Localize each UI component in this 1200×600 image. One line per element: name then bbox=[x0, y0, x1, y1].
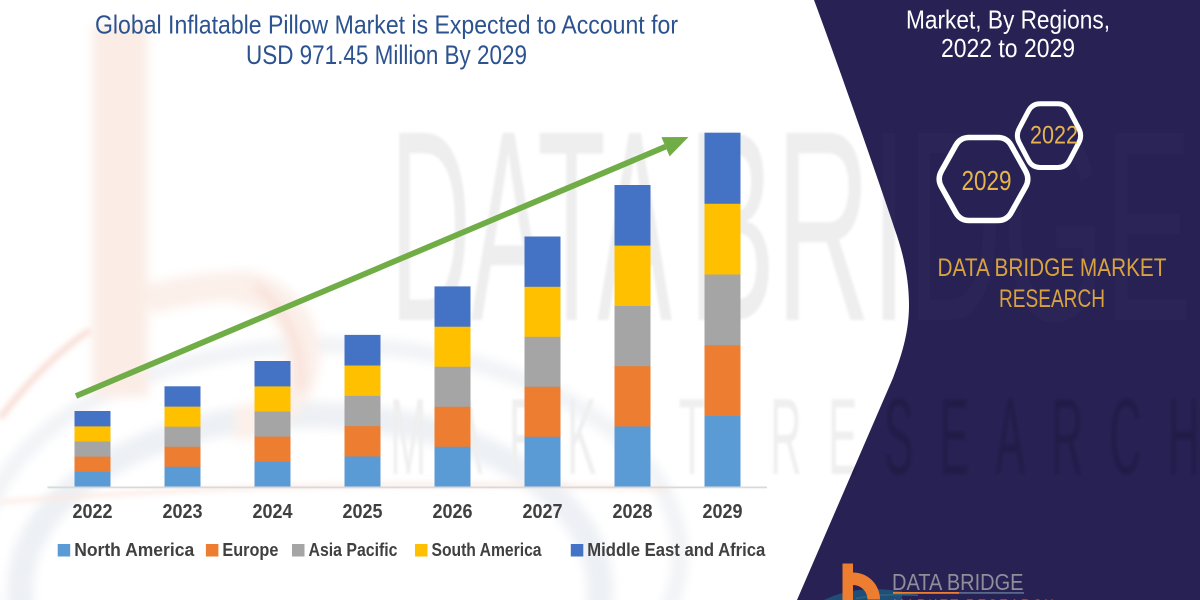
svg-text:2022: 2022 bbox=[1030, 122, 1078, 150]
svg-text:USD 971.45 Million By 2029: USD 971.45 Million By 2029 bbox=[246, 40, 527, 70]
svg-text:Europe: Europe bbox=[222, 539, 278, 560]
svg-text:2024: 2024 bbox=[253, 500, 294, 523]
svg-text:2028: 2028 bbox=[613, 500, 653, 523]
svg-text:North America: North America bbox=[74, 539, 195, 560]
svg-text:DATA BRIDGE MARKET: DATA BRIDGE MARKET bbox=[938, 254, 1167, 282]
svg-text:MARKET RESEARCH: MARKET RESEARCH bbox=[893, 597, 1056, 600]
svg-text:Global Inflatable Pillow Marke: Global Inflatable Pillow Market is Expec… bbox=[95, 10, 678, 40]
svg-text:Asia Pacific: Asia Pacific bbox=[309, 539, 398, 560]
svg-text:2023: 2023 bbox=[163, 500, 203, 523]
svg-text:RESEARCH: RESEARCH bbox=[999, 285, 1105, 313]
svg-text:2029: 2029 bbox=[962, 165, 1012, 196]
svg-text:2022: 2022 bbox=[73, 500, 113, 523]
svg-text:2026: 2026 bbox=[433, 500, 473, 523]
svg-text:Market, By Regions,: Market, By Regions, bbox=[906, 5, 1110, 35]
svg-text:2022 to 2029: 2022 to 2029 bbox=[941, 33, 1075, 63]
svg-text:South America: South America bbox=[432, 539, 543, 560]
svg-text:2029: 2029 bbox=[703, 500, 743, 523]
svg-text:Middle East and Africa: Middle East and Africa bbox=[587, 539, 766, 560]
svg-text:2027: 2027 bbox=[523, 500, 563, 523]
svg-text:DATA BRIDGE: DATA BRIDGE bbox=[892, 569, 1024, 595]
svg-text:2025: 2025 bbox=[343, 500, 383, 523]
